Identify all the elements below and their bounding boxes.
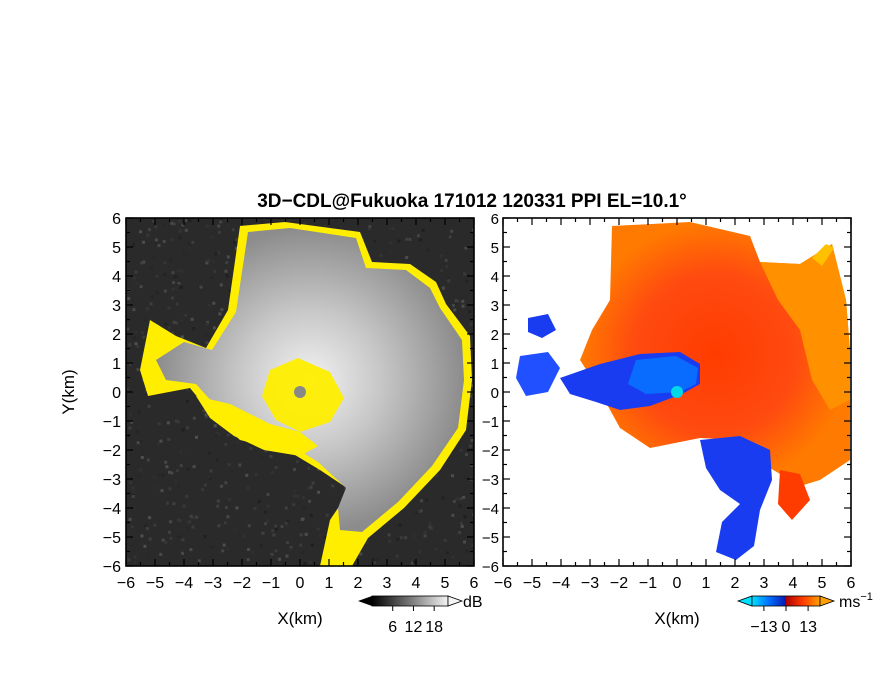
- colorbar-tick-label: 0: [782, 619, 791, 636]
- x-tick-label: 2: [354, 575, 363, 592]
- y-tick-label: −2: [482, 443, 499, 460]
- y-tick-label: 3: [112, 298, 121, 315]
- x-tick-label: −5: [523, 575, 541, 592]
- colorbar-tick-label: −13: [750, 619, 777, 636]
- y-tick-label: 3: [491, 298, 499, 315]
- velocity-axis-ticks: −6 −5 −4 −3 −2 −1 0 1 2 3 4 5 6 6 5 4 3 2 1 0 −1 −2 −3 −4 −5 −6: [482, 211, 856, 592]
- y-tick-label: −6: [482, 559, 499, 576]
- x-tick-label: 4: [412, 575, 421, 592]
- x-tick-label: 2: [731, 575, 740, 592]
- velocity-negative-core: [628, 356, 698, 394]
- velocity-xlabel: X(km): [654, 609, 699, 628]
- snr-colorbar-low-arrow: [358, 596, 372, 606]
- y-tick-label: 5: [112, 240, 121, 257]
- velocity-colorbar-unit-exponent: −1: [860, 591, 873, 603]
- x-tick-label: 6: [847, 575, 856, 592]
- y-tick-label: −6: [103, 559, 121, 576]
- x-tick-label: 6: [470, 575, 479, 592]
- snr-colorbar: 6 12 18 dB: [358, 594, 483, 636]
- velocity-negative-northwest: [528, 314, 556, 338]
- velocity-colorbar-unit: ms−1: [839, 591, 873, 611]
- velocity-far-positive-tip: [812, 244, 834, 266]
- y-tick-label: 6: [491, 211, 499, 228]
- x-tick-label: −2: [233, 575, 251, 592]
- x-tick-label: 5: [441, 575, 450, 592]
- x-tick-label: −1: [262, 575, 280, 592]
- y-tick-label: −3: [103, 472, 121, 489]
- x-tick-label: −4: [175, 575, 193, 592]
- x-tick-label: −5: [146, 575, 164, 592]
- x-tick-label: −6: [117, 575, 135, 592]
- y-tick-label: 2: [112, 327, 121, 344]
- snr-radar-center: [294, 386, 306, 398]
- y-tick-label: −3: [482, 472, 499, 489]
- velocity-colorbar-low-arrow: [736, 595, 753, 607]
- y-tick-label: 0: [491, 385, 499, 402]
- x-tick-label: 1: [325, 575, 334, 592]
- velocity-negative-west: [516, 352, 560, 396]
- snr-colorbar-unit: dB: [463, 594, 483, 611]
- y-tick-label: −5: [103, 530, 121, 547]
- x-tick-label: 0: [673, 575, 682, 592]
- velocity-positive-south: [778, 470, 810, 520]
- y-tick-label: −2: [103, 443, 121, 460]
- velocity-colorbar-ramp: [751, 595, 821, 607]
- figure-title: 3D−CDL@Fukuoka 171012 120331 PPI EL=10.1…: [257, 191, 687, 212]
- snr-colorbar-high-arrow: [447, 595, 464, 607]
- velocity-negative-south: [700, 436, 772, 560]
- y-tick-label: −4: [103, 501, 121, 518]
- y-tick-label: 5: [491, 240, 499, 257]
- x-tick-label: 4: [789, 575, 798, 592]
- y-tick-label: 1: [112, 356, 121, 373]
- velocity-panel: −6 −5 −4 −3 −2 −1 0 1 2 3 4 5 6 6 5 4 3 2 1 0 −1 −2 −3 −4 −5 −6 X…: [482, 211, 873, 636]
- snr-ylabel: Y(km): [59, 369, 78, 414]
- colorbar-tick-label: 18: [425, 619, 443, 636]
- y-tick-label: −1: [103, 414, 121, 431]
- colorbar-tick-label: 12: [405, 619, 423, 636]
- snr-axis-ticks: −6 −5 −4 −3 −2 −1 0 1 2 3 4 5 6 6 5 4 3 2 1 0 −1 −2 −3 −4 −5 −6: [103, 211, 479, 592]
- y-tick-label: 1: [491, 356, 499, 373]
- x-tick-label: 1: [702, 575, 711, 592]
- velocity-far-positive: [760, 244, 850, 410]
- snr-colorbar-ramp: [371, 595, 449, 607]
- x-tick-label: −3: [204, 575, 222, 592]
- x-tick-label: −2: [610, 575, 628, 592]
- colorbar-tick-label: 6: [388, 619, 397, 636]
- x-tick-label: 3: [760, 575, 769, 592]
- snr-shadow-arm: [196, 396, 318, 456]
- x-tick-label: −6: [494, 575, 512, 592]
- x-tick-label: −1: [639, 575, 657, 592]
- snr-xlabel: X(km): [277, 609, 322, 628]
- x-tick-label: 0: [296, 575, 305, 592]
- y-tick-label: −4: [482, 501, 499, 518]
- x-tick-label: 5: [818, 575, 827, 592]
- y-tick-label: 0: [112, 385, 121, 402]
- x-tick-label: −4: [552, 575, 570, 592]
- velocity-colorbar: −13 0 13 ms−1: [736, 591, 873, 636]
- y-tick-label: 4: [112, 269, 121, 286]
- y-tick-label: 6: [112, 211, 121, 228]
- y-tick-label: 2: [491, 327, 499, 344]
- colorbar-tick-label: 13: [799, 619, 817, 636]
- velocity-colorbar-high-arrow: [819, 595, 836, 607]
- y-tick-label: −5: [482, 530, 499, 547]
- x-tick-label: 3: [383, 575, 392, 592]
- y-tick-label: −1: [482, 414, 499, 431]
- velocity-radar-center: [671, 386, 683, 398]
- x-tick-label: −3: [581, 575, 599, 592]
- y-tick-label: 4: [491, 269, 499, 286]
- velocity-colorbar-unit-base: ms: [839, 594, 860, 611]
